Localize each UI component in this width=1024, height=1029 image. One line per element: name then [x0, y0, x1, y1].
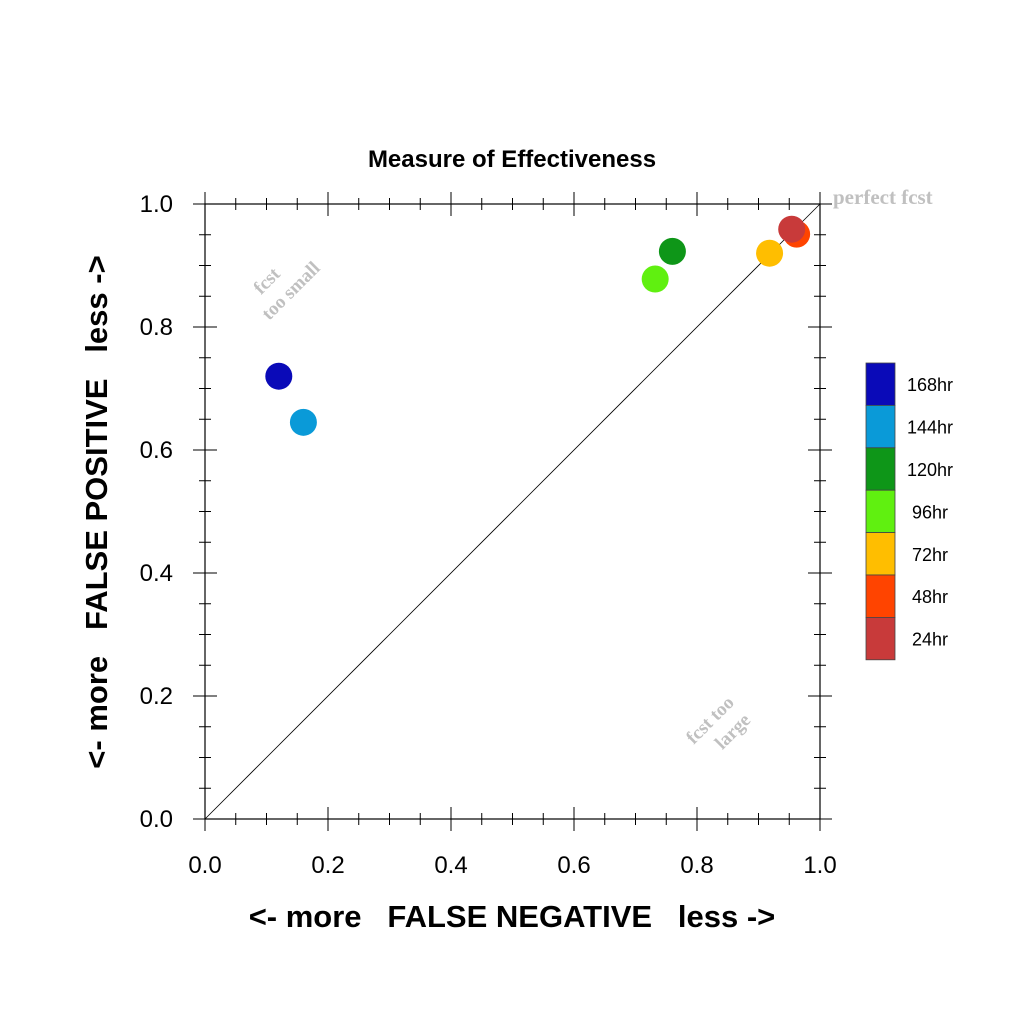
legend-label-168hr: 168hr	[907, 375, 953, 395]
data-points	[265, 215, 811, 436]
chart-title: Measure of Effectiveness	[368, 146, 656, 173]
point-24hr	[778, 215, 806, 243]
perfect-fcst-annotation: perfect fcst	[833, 185, 933, 209]
legend-swatch-144hr	[865, 404, 896, 449]
x-axis-label: <- more FALSE NEGATIVE less ->	[249, 899, 776, 934]
legend-label-72hr: 72hr	[912, 545, 948, 565]
y-tick-label: 0.4	[140, 560, 173, 587]
point-120hr	[658, 237, 686, 265]
x-tick-label: 1.0	[803, 852, 836, 879]
legend-swatch-72hr	[865, 532, 896, 576]
point-96hr	[641, 265, 669, 293]
legend-label-120hr: 120hr	[907, 460, 953, 480]
x-tick-label: 0.0	[188, 852, 221, 879]
legend-swatch-168hr	[865, 362, 896, 406]
y-tick-label: 1.0	[140, 191, 173, 218]
perfect-forecast-diagonal	[204, 203, 821, 820]
axis-ticks: 0.0 0.2 0.4 0.6 0.8 1.0 0.0 0.2 0.4 0.6 0.8 1.0	[140, 191, 837, 879]
annotations: perfect fcst fcst too small fcst too lar…	[250, 185, 933, 754]
point-144hr	[289, 408, 317, 436]
y-tick-label: 0.2	[140, 683, 173, 710]
legend: 168hr 144hr 120hr 96hr 72hr 48hr 24hr	[865, 362, 953, 661]
y-tick-label: 0.6	[140, 437, 173, 464]
legend-label-96hr: 96hr	[912, 502, 948, 522]
x-tick-label: 0.8	[680, 852, 713, 879]
legend-swatch-48hr	[865, 574, 896, 618]
x-tick-label: 0.6	[557, 852, 590, 879]
y-axis-label: <- more FALSE POSITIVE less ->	[79, 255, 114, 768]
legend-label-24hr: 24hr	[912, 630, 948, 650]
y-tick-label: 0.0	[140, 806, 173, 833]
x-tick-label: 0.2	[311, 852, 344, 879]
legend-swatch-120hr	[865, 447, 896, 491]
legend-swatch-96hr	[865, 489, 896, 534]
point-168hr	[265, 362, 293, 390]
legend-label-48hr: 48hr	[912, 587, 948, 607]
y-tick-label: 0.8	[140, 314, 173, 341]
legend-label-144hr: 144hr	[907, 418, 953, 438]
point-72hr	[756, 239, 784, 267]
x-tick-label: 0.4	[434, 852, 467, 879]
legend-swatch-24hr	[865, 617, 896, 661]
